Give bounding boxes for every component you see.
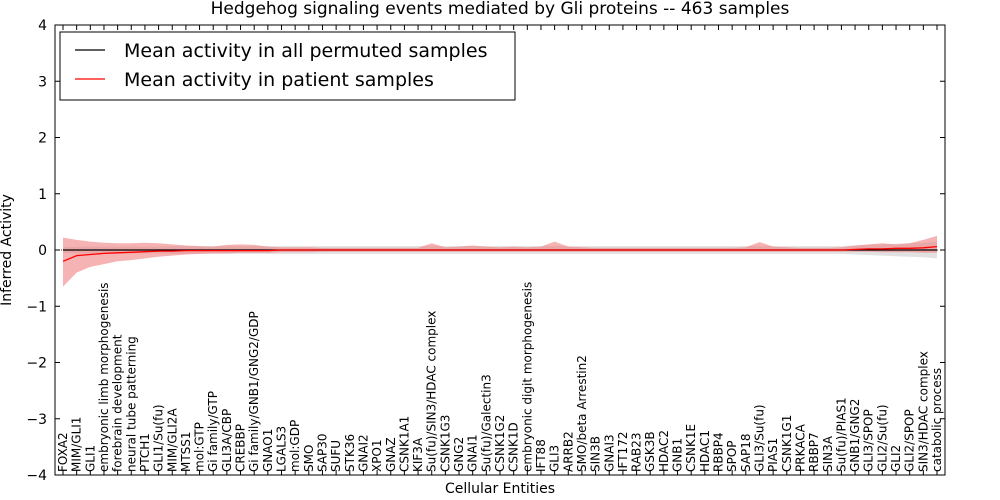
x-tick-label: CSNK1G2 bbox=[493, 415, 507, 472]
x-tick-label: Su(fu)/Galectin3 bbox=[479, 374, 493, 472]
x-tick-label: catabolic process bbox=[930, 368, 944, 472]
y-tick-label: 1 bbox=[38, 187, 47, 203]
plot-frame bbox=[54, 24, 946, 476]
x-tick-label: GLI2/Su(fu) bbox=[875, 404, 889, 472]
x-tick-label: Gi family/GNB1/GNG2/GDP bbox=[247, 311, 261, 472]
x-tick-label: Su(fu)/SIN3/HDAC complex bbox=[425, 311, 439, 472]
x-tick-label: MIM/GLI1 bbox=[70, 417, 84, 472]
x-tick-label: KIF3A bbox=[411, 437, 425, 472]
series-band-1 bbox=[63, 235, 937, 287]
x-tick-label: mol:GTP bbox=[193, 422, 207, 472]
x-tick-label: IFT88 bbox=[534, 439, 548, 472]
x-tick-label: GLI1/Su(fu) bbox=[152, 404, 166, 472]
y-tick-label: 3 bbox=[38, 74, 47, 90]
x-tick-label: SMO bbox=[302, 445, 316, 472]
x-tick-label: Su(fu)/PIAS1 bbox=[834, 397, 848, 472]
x-tick-label: PIAS1 bbox=[766, 438, 780, 472]
x-tick-label: CSNK1G1 bbox=[780, 415, 794, 472]
x-axis-label: Cellular Entities bbox=[445, 481, 555, 497]
x-tick-label: IFT172 bbox=[616, 432, 630, 472]
x-tick-label: GLI3/Su(fu) bbox=[753, 404, 767, 472]
confidence-bands bbox=[63, 235, 937, 287]
x-tick-label: GLI3 bbox=[548, 445, 562, 472]
x-tick-label: SUFU bbox=[329, 440, 343, 472]
x-tick-label: GLI1 bbox=[83, 445, 97, 472]
series-lines bbox=[55, 245, 945, 262]
x-tick-label: GNG2 bbox=[452, 437, 466, 472]
y-tick-label: −1 bbox=[26, 299, 47, 315]
x-tick-label: SPOP bbox=[725, 440, 739, 472]
x-tick-label: SIN3/HDAC complex bbox=[916, 351, 930, 472]
y-tick-label: −4 bbox=[26, 468, 47, 484]
x-tick-label: RBBP7 bbox=[807, 432, 821, 472]
x-tick-label: MTSS1 bbox=[179, 431, 193, 472]
x-tick-label: neural tube patterning bbox=[124, 336, 138, 472]
x-tick-label: GSK3B bbox=[643, 431, 657, 472]
x-tick-label: CSNK1A1 bbox=[397, 416, 411, 472]
x-tick-label: SIN3A bbox=[821, 435, 835, 472]
x-tick-label: SAP30 bbox=[316, 433, 330, 472]
x-tick-label: HDAC1 bbox=[698, 430, 712, 472]
x-tick-label: GLI2 bbox=[889, 445, 903, 472]
x-tick-label: PTCH1 bbox=[138, 433, 152, 472]
x-tick-label: SAP18 bbox=[739, 433, 753, 472]
x-tick-labels: FOXA2 MIM/GLI1 GLI1 embryonic limb morphoge… bbox=[56, 282, 944, 472]
x-tick-label: embryonic limb morphogenesis bbox=[97, 282, 111, 472]
y-tick-label: −2 bbox=[26, 356, 47, 372]
x-tick-label: Gi family/GTP bbox=[206, 391, 220, 472]
x-tick-label: GNAI2 bbox=[356, 434, 370, 472]
y-tick-label: 0 bbox=[38, 243, 47, 259]
legend-label-permuted: Mean activity in all permuted samples bbox=[124, 40, 487, 62]
series-line-1 bbox=[62, 245, 938, 262]
x-tick-label: PRKACA bbox=[793, 423, 807, 472]
x-tick-label: GNAI3 bbox=[602, 434, 616, 472]
x-tick-label: embryonic digit morphogenesis bbox=[520, 282, 534, 472]
legend-box bbox=[59, 31, 516, 101]
x-tick-label: GNAZ bbox=[384, 437, 398, 472]
chart-title: Hedgehog signaling events mediated by Gl… bbox=[211, 0, 790, 19]
x-tick-label: LGALS3 bbox=[275, 426, 289, 472]
x-tick-label: SMO/beta Arrestin2 bbox=[575, 355, 589, 472]
x-tick-label: GNAO1 bbox=[261, 429, 275, 472]
x-tick-label: ARRB2 bbox=[561, 431, 575, 472]
x-tick-label: CREBBP bbox=[234, 424, 248, 472]
legend: Mean activity in all permuted samples Me… bbox=[59, 31, 516, 101]
x-tick-label: forebrain development bbox=[111, 334, 125, 472]
x-tick-label: XPO1 bbox=[370, 439, 384, 472]
x-tick-label: CSNK1D bbox=[507, 422, 521, 472]
x-tick-label: mol:GDP bbox=[288, 420, 302, 472]
x-tick-label: GNB1 bbox=[671, 438, 685, 472]
x-tick-label: CSNK1G3 bbox=[438, 415, 452, 472]
x-tick-label: GLI3/SPOP bbox=[862, 409, 876, 472]
x-tick-label: MIM/GLI2A bbox=[165, 408, 179, 472]
y-tick-label: −3 bbox=[26, 412, 47, 428]
x-tick-label: GLI3A/CBP bbox=[220, 409, 234, 472]
x-axis-ticks bbox=[62, 25, 938, 475]
x-tick-label: RAB23 bbox=[630, 432, 644, 472]
x-tick-label: RBBP4 bbox=[712, 432, 726, 472]
x-tick-label: GNAI1 bbox=[466, 434, 480, 472]
legend-label-patient: Mean activity in patient samples bbox=[124, 69, 434, 91]
x-tick-label: HDAC2 bbox=[657, 430, 671, 472]
y-axis-label: Inferred Activity bbox=[0, 194, 15, 306]
y-tick-label: 4 bbox=[38, 18, 47, 34]
x-tick-label: GLI2/SPOP bbox=[903, 409, 917, 472]
x-tick-label: STK36 bbox=[343, 434, 357, 472]
y-tick-label: 2 bbox=[38, 131, 47, 147]
x-tick-label: GNB1/GNG2 bbox=[848, 399, 862, 472]
x-tick-label: CSNK1E bbox=[684, 424, 698, 472]
x-tick-label: SIN3B bbox=[589, 436, 603, 472]
x-tick-label: FOXA2 bbox=[56, 432, 70, 472]
y-tick-labels: −4 −3 −2 −1 0 1 2 3 4 bbox=[26, 18, 47, 484]
